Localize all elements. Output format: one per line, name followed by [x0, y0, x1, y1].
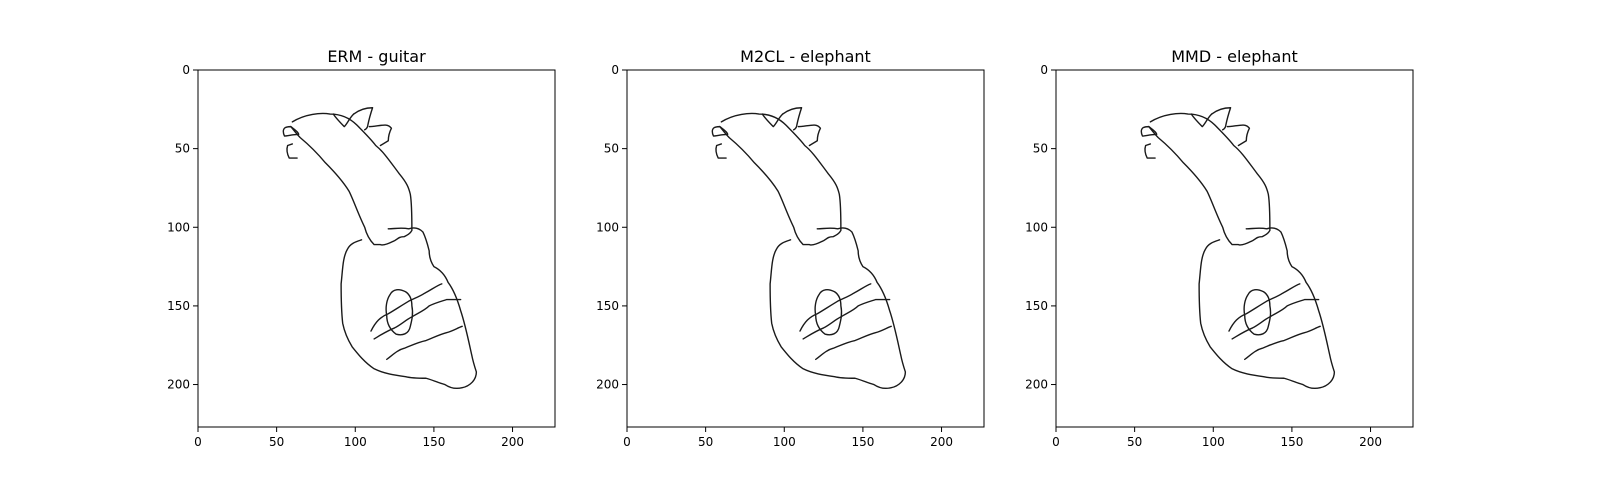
x-tick-label: 0 — [1052, 435, 1060, 449]
panel-1: ERM - guitar 0 50 100 150 200 0 50 100 150 200 — [167, 47, 556, 449]
x-tick-label: 200 — [930, 435, 953, 449]
panel-title: MMD - elephant — [1171, 47, 1298, 66]
x-tick-label: 50 — [269, 435, 284, 449]
panel-title: ERM - guitar — [327, 47, 426, 66]
y-tick-label: 150 — [596, 299, 619, 313]
y-tick-label: 50 — [1033, 142, 1048, 156]
panel-2: M2CL - elephant 0 50 100 150 200 0 50 100 150 200 — [596, 47, 985, 449]
axes-frame — [626, 69, 985, 428]
sketch-image — [711, 106, 907, 390]
y-tick-label: 100 — [596, 220, 619, 234]
y-tick-label: 200 — [167, 378, 190, 392]
panel-3: MMD - elephant 0 50 100 150 200 0 50 100 150 200 — [1025, 47, 1414, 449]
y-tick-label: 200 — [596, 378, 619, 392]
x-tick-label: 200 — [1359, 435, 1382, 449]
x-tick-label: 50 — [1127, 435, 1142, 449]
axes-frame — [197, 69, 556, 428]
y-tick-label: 100 — [167, 220, 190, 234]
y-tick-label: 0 — [182, 63, 190, 77]
y-tick-label: 100 — [1025, 220, 1048, 234]
y-tick-label: 50 — [175, 142, 190, 156]
axes-frame — [1055, 69, 1414, 428]
x-tick-label: 50 — [698, 435, 713, 449]
y-tick-label: 150 — [1025, 299, 1048, 313]
sketch-image — [1140, 106, 1336, 390]
y-tick-label: 0 — [611, 63, 619, 77]
x-tick-label: 0 — [623, 435, 631, 449]
x-tick-label: 150 — [422, 435, 445, 449]
x-tick-label: 100 — [1202, 435, 1225, 449]
x-tick-label: 150 — [1280, 435, 1303, 449]
x-tick-label: 100 — [773, 435, 796, 449]
panel-title: M2CL - elephant — [740, 47, 871, 66]
y-tick-label: 200 — [1025, 378, 1048, 392]
x-tick-label: 0 — [194, 435, 202, 449]
y-tick-label: 0 — [1040, 63, 1048, 77]
x-tick-label: 100 — [344, 435, 367, 449]
y-tick-label: 50 — [604, 142, 619, 156]
x-tick-label: 200 — [501, 435, 524, 449]
sketch-image — [282, 106, 478, 390]
x-tick-label: 150 — [851, 435, 874, 449]
y-tick-label: 150 — [167, 299, 190, 313]
